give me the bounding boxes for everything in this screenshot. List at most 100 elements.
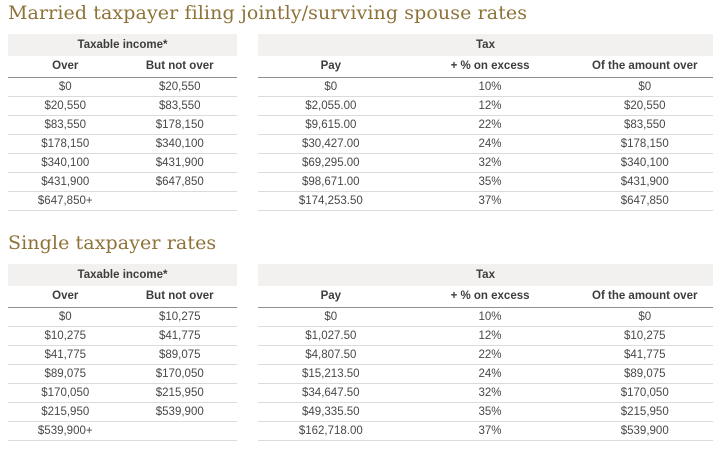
- col-header-of-amount-over: Of the amount over: [576, 286, 713, 308]
- table-cell-over: $340,100: [8, 153, 123, 173]
- income-table-body: $0 $20,550 $20,550 $83,550 $83,550 $178,150 $1…: [8, 77, 237, 211]
- table-cell-pay: $9,615.00: [258, 115, 404, 135]
- table-cell-but-not-over: $539,900: [122, 402, 237, 422]
- table-cell-pct-on-excess: 12%: [403, 326, 577, 346]
- table-cell-pay: $15,213.50: [258, 364, 404, 384]
- tables-row: Taxable income* Over But not over $0 $10,…: [8, 264, 713, 441]
- table-cell-but-not-over: $83,550: [122, 96, 237, 116]
- table-row: $0 $10,275: [8, 307, 237, 327]
- table-row: $10,275 $41,775: [8, 326, 237, 346]
- table-row: $20,550 $83,550: [8, 96, 237, 116]
- table-cell-of-amount-over: $340,100: [576, 153, 713, 173]
- table-cell-pct-on-excess: 24%: [403, 364, 577, 384]
- tax-table: Tax Pay + % on excess Of the amount over…: [258, 34, 713, 211]
- table-cell-over: $20,550: [8, 96, 123, 116]
- table-cell-pct-on-excess: 22%: [403, 115, 577, 135]
- table-row: $431,900 $647,850: [8, 172, 237, 192]
- table-cell-pay: $174,253.50: [258, 191, 404, 211]
- col-header-but-not-over: But not over: [122, 286, 237, 308]
- table-row: $539,900+: [8, 421, 237, 441]
- table-cell-pct-on-excess: 10%: [403, 307, 577, 327]
- table-row: $41,775 $89,075: [8, 345, 237, 365]
- tax-header: Tax: [258, 34, 713, 56]
- table-row: $162,718.00 37% $539,900: [258, 421, 713, 441]
- table-cell-of-amount-over: $41,775: [576, 345, 713, 365]
- table-cell-pay: $34,647.50: [258, 383, 404, 403]
- group-header-row: Tax: [258, 34, 713, 56]
- table-row: $0 10% $0: [258, 307, 713, 327]
- column-header-row: Over But not over: [8, 286, 237, 308]
- table-cell-over: $41,775: [8, 345, 123, 365]
- col-header-of-amount-over: Of the amount over: [576, 56, 713, 78]
- table-cell-of-amount-over: $178,150: [576, 134, 713, 154]
- col-header-over: Over: [8, 56, 123, 78]
- table-cell-but-not-over: $340,100: [122, 134, 237, 154]
- tables-row: Taxable income* Over But not over $0 $20,…: [8, 34, 713, 211]
- table-cell-but-not-over: $41,775: [122, 326, 237, 346]
- table-cell-over: $178,150: [8, 134, 123, 154]
- column-header-row: Pay + % on excess Of the amount over: [258, 286, 713, 308]
- table-cell-over: $647,850+: [8, 191, 123, 211]
- table-cell-but-not-over: $10,275: [122, 307, 237, 327]
- table-cell-of-amount-over: $0: [576, 307, 713, 327]
- table-cell-but-not-over: $647,850: [122, 172, 237, 192]
- table-cell-of-amount-over: $10,275: [576, 326, 713, 346]
- table-cell-over: $539,900+: [8, 421, 123, 441]
- table-cell-over: $170,050: [8, 383, 123, 403]
- table-cell-over: $431,900: [8, 172, 123, 192]
- table-row: $89,075 $170,050: [8, 364, 237, 384]
- table-cell-over: $89,075: [8, 364, 123, 384]
- table-cell-pay: $1,027.50: [258, 326, 404, 346]
- table-cell-pay: $162,718.00: [258, 421, 404, 441]
- table-cell-but-not-over: $170,050: [122, 364, 237, 384]
- table-row: $0 $20,550: [8, 77, 237, 97]
- group-header-row: Taxable income*: [8, 34, 237, 56]
- column-header-row: Over But not over: [8, 56, 237, 78]
- table-row: $2,055.00 12% $20,550: [258, 96, 713, 116]
- table-cell-of-amount-over: $83,550: [576, 115, 713, 135]
- table-cell-of-amount-over: $431,900: [576, 172, 713, 192]
- table-cell-pct-on-excess: 37%: [403, 421, 577, 441]
- table-row: $647,850+: [8, 191, 237, 211]
- table-cell-over: $0: [8, 77, 123, 97]
- section-title: Single taxpayer rates: [8, 232, 217, 254]
- table-cell-pct-on-excess: 35%: [403, 402, 577, 422]
- col-header-pct-on-excess: + % on excess: [403, 286, 577, 308]
- table-cell-pct-on-excess: 32%: [403, 153, 577, 173]
- table-row: $215,950 $539,900: [8, 402, 237, 422]
- table-row: $178,150 $340,100: [8, 134, 237, 154]
- table-row: $0 10% $0: [258, 77, 713, 97]
- section-single-rates: Single taxpayer rates Taxable income* Ov…: [8, 232, 713, 441]
- table-cell-of-amount-over: $20,550: [576, 96, 713, 116]
- table-cell-but-not-over: $178,150: [122, 115, 237, 135]
- table-cell-pct-on-excess: 10%: [403, 77, 577, 97]
- taxable-income-table: Taxable income* Over But not over $0 $10,…: [8, 264, 237, 441]
- table-row: $174,253.50 37% $647,850: [258, 191, 713, 211]
- table-cell-but-not-over: $215,950: [122, 383, 237, 403]
- table-cell-pay: $69,295.00: [258, 153, 404, 173]
- taxable-income-header: Taxable income*: [8, 264, 237, 286]
- table-cell-pay: $49,335.50: [258, 402, 404, 422]
- table-cell-but-not-over: $431,900: [122, 153, 237, 173]
- col-header-pct-on-excess: + % on excess: [403, 56, 577, 78]
- table-cell-over: $10,275: [8, 326, 123, 346]
- taxable-income-table: Taxable income* Over But not over $0 $20,…: [8, 34, 237, 211]
- table-cell-but-not-over: $89,075: [122, 345, 237, 365]
- table-row: $34,647.50 32% $170,050: [258, 383, 713, 403]
- taxable-income-header: Taxable income*: [8, 34, 237, 56]
- table-row: $49,335.50 35% $215,950: [258, 402, 713, 422]
- table-cell-pay: $30,427.00: [258, 134, 404, 154]
- table-cell-of-amount-over: $170,050: [576, 383, 713, 403]
- table-cell-of-amount-over: $0: [576, 77, 713, 97]
- table-cell-over: $83,550: [8, 115, 123, 135]
- table-row: $15,213.50 24% $89,075: [258, 364, 713, 384]
- table-row: $170,050 $215,950: [8, 383, 237, 403]
- column-header-row: Pay + % on excess Of the amount over: [258, 56, 713, 78]
- table-cell-pay: $0: [258, 307, 404, 327]
- col-header-but-not-over: But not over: [122, 56, 237, 78]
- col-header-over: Over: [8, 286, 123, 308]
- table-cell-of-amount-over: $539,900: [576, 421, 713, 441]
- section-title: Married taxpayer filing jointly/survivin…: [8, 2, 528, 24]
- group-header-row: Taxable income*: [8, 264, 237, 286]
